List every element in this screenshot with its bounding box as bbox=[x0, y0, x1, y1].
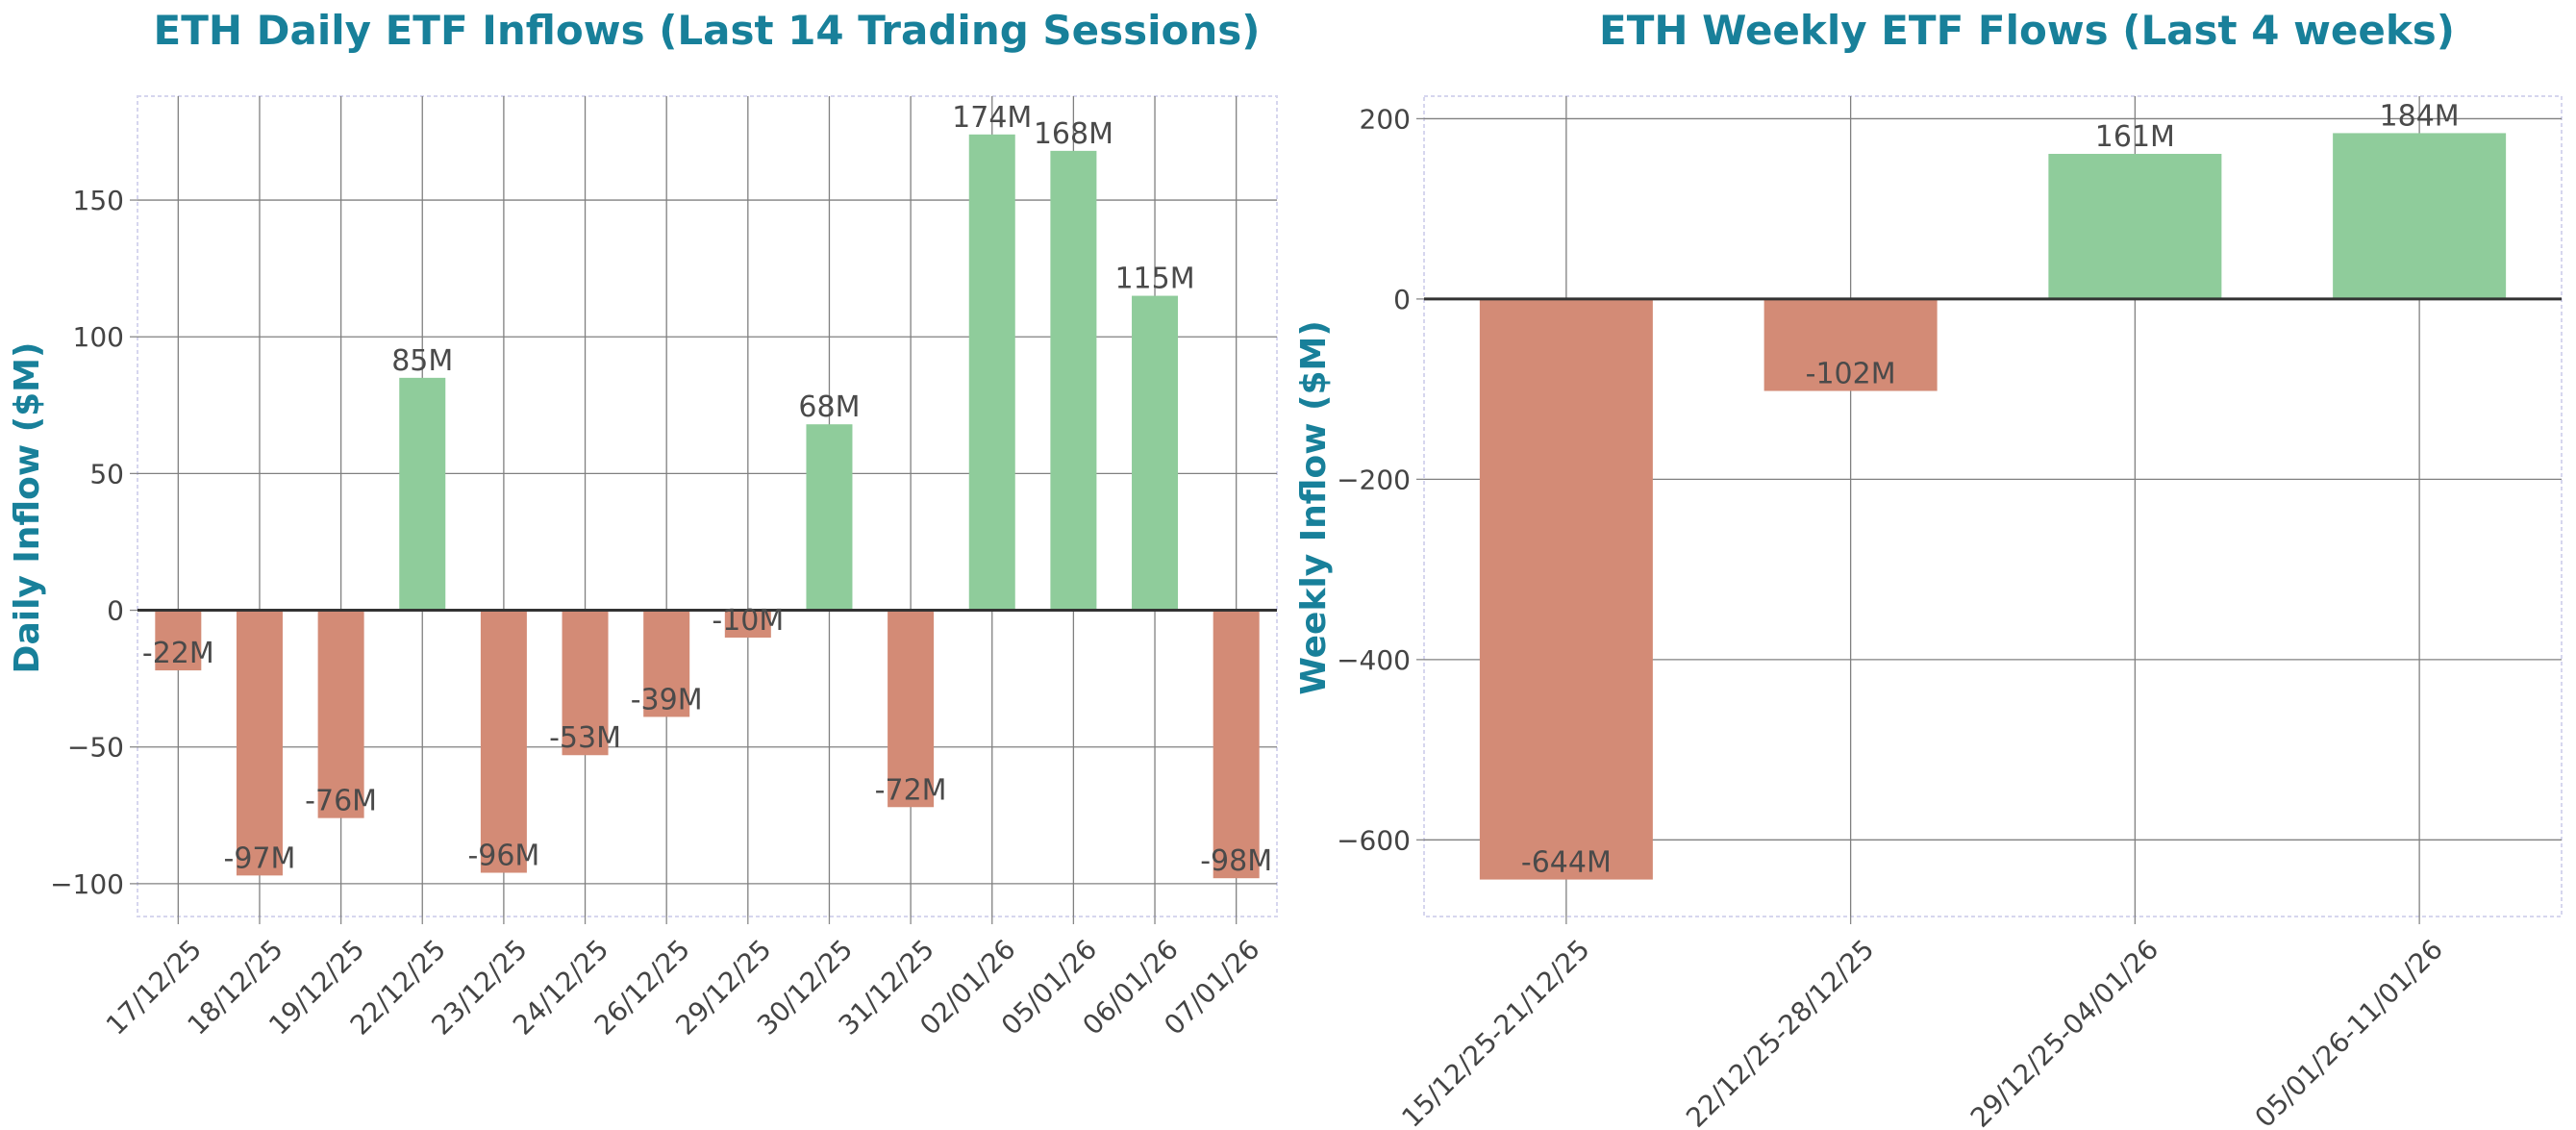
data-label: -53M bbox=[549, 721, 621, 755]
y-tick-label: −600 bbox=[1337, 824, 1411, 856]
bar bbox=[643, 610, 690, 717]
daily-chart-title: ETH Daily ETF Inflows (Last 14 Trading S… bbox=[154, 7, 1261, 54]
y-tick-label: −50 bbox=[67, 732, 124, 764]
weekly-chart-title: ETH Weekly ETF Flows (Last 4 weeks) bbox=[1599, 7, 2455, 54]
data-label: -76M bbox=[305, 785, 377, 818]
plot-frame bbox=[1423, 95, 2563, 917]
bar bbox=[1132, 295, 1179, 611]
bar bbox=[888, 610, 935, 808]
x-tick-label: 15/12/25-21/12/25 bbox=[1395, 933, 1595, 1130]
data-label: -98M bbox=[1200, 844, 1272, 878]
data-label: -644M bbox=[1521, 846, 1612, 880]
daily-inflows-chart: ETH Daily ETF Inflows (Last 14 Trading S… bbox=[8, 7, 1278, 1042]
data-label: -22M bbox=[142, 637, 214, 670]
plot-frame bbox=[137, 95, 1278, 917]
bar bbox=[2048, 153, 2222, 299]
weekly-flows-chart: ETH Weekly ETF Flows (Last 4 weeks) Week… bbox=[1294, 7, 2563, 1130]
x-tick-label: 22/12/25-28/12/25 bbox=[1680, 933, 1880, 1130]
y-tick-label: −400 bbox=[1337, 644, 1411, 676]
bar bbox=[1479, 298, 1653, 880]
data-label: 85M bbox=[391, 344, 453, 378]
y-tick-label: 200 bbox=[1360, 103, 1411, 135]
bar bbox=[399, 377, 446, 611]
daily-plot-area: −100−50050100150-22M-97M-76M85M-96M-53M-… bbox=[50, 95, 1278, 1042]
y-tick-label: 100 bbox=[73, 321, 124, 353]
bar bbox=[480, 610, 527, 873]
bar bbox=[1213, 610, 1260, 879]
data-label: -10M bbox=[712, 604, 784, 638]
bar bbox=[236, 610, 283, 876]
data-label: -96M bbox=[467, 840, 539, 873]
y-tick-label: −100 bbox=[50, 868, 124, 900]
data-label: 115M bbox=[1114, 263, 1194, 296]
data-label: -39M bbox=[631, 683, 703, 716]
data-label: 168M bbox=[1034, 117, 1113, 151]
y-tick-label: −200 bbox=[1337, 464, 1411, 495]
bar bbox=[968, 134, 1015, 611]
y-tick-label: 150 bbox=[73, 185, 124, 216]
data-label: 174M bbox=[952, 101, 1032, 135]
bar bbox=[1763, 298, 1938, 391]
weekly-plot-area: −600 −400 −200 0 200 -644M -102M 161M 184M 15/12/… bbox=[1337, 95, 2563, 1130]
data-label: 161M bbox=[2095, 120, 2175, 154]
y-tick-label: 0 bbox=[1393, 284, 1411, 315]
bar bbox=[562, 610, 609, 756]
data-label: 184M bbox=[2380, 99, 2460, 133]
bar bbox=[2333, 133, 2507, 299]
x-tick-label: 29/12/25-04/01/26 bbox=[1964, 933, 2164, 1130]
y-tick-label: 50 bbox=[89, 458, 124, 490]
weekly-chart-ylabel: Weekly Inflow ($M) bbox=[1294, 320, 1334, 695]
bar bbox=[1050, 150, 1097, 611]
data-label: -102M bbox=[1806, 358, 1896, 391]
daily-chart-ylabel: Daily Inflow ($M) bbox=[8, 342, 47, 674]
x-tick-label: 05/01/26-11/01/26 bbox=[2249, 933, 2449, 1130]
y-tick-label: 0 bbox=[107, 595, 124, 627]
data-label: -97M bbox=[224, 841, 296, 875]
bar bbox=[724, 610, 771, 638]
data-label: -72M bbox=[875, 773, 947, 807]
bar bbox=[806, 424, 853, 611]
data-label: 68M bbox=[798, 390, 860, 424]
bar bbox=[155, 610, 202, 671]
bar bbox=[317, 610, 364, 818]
